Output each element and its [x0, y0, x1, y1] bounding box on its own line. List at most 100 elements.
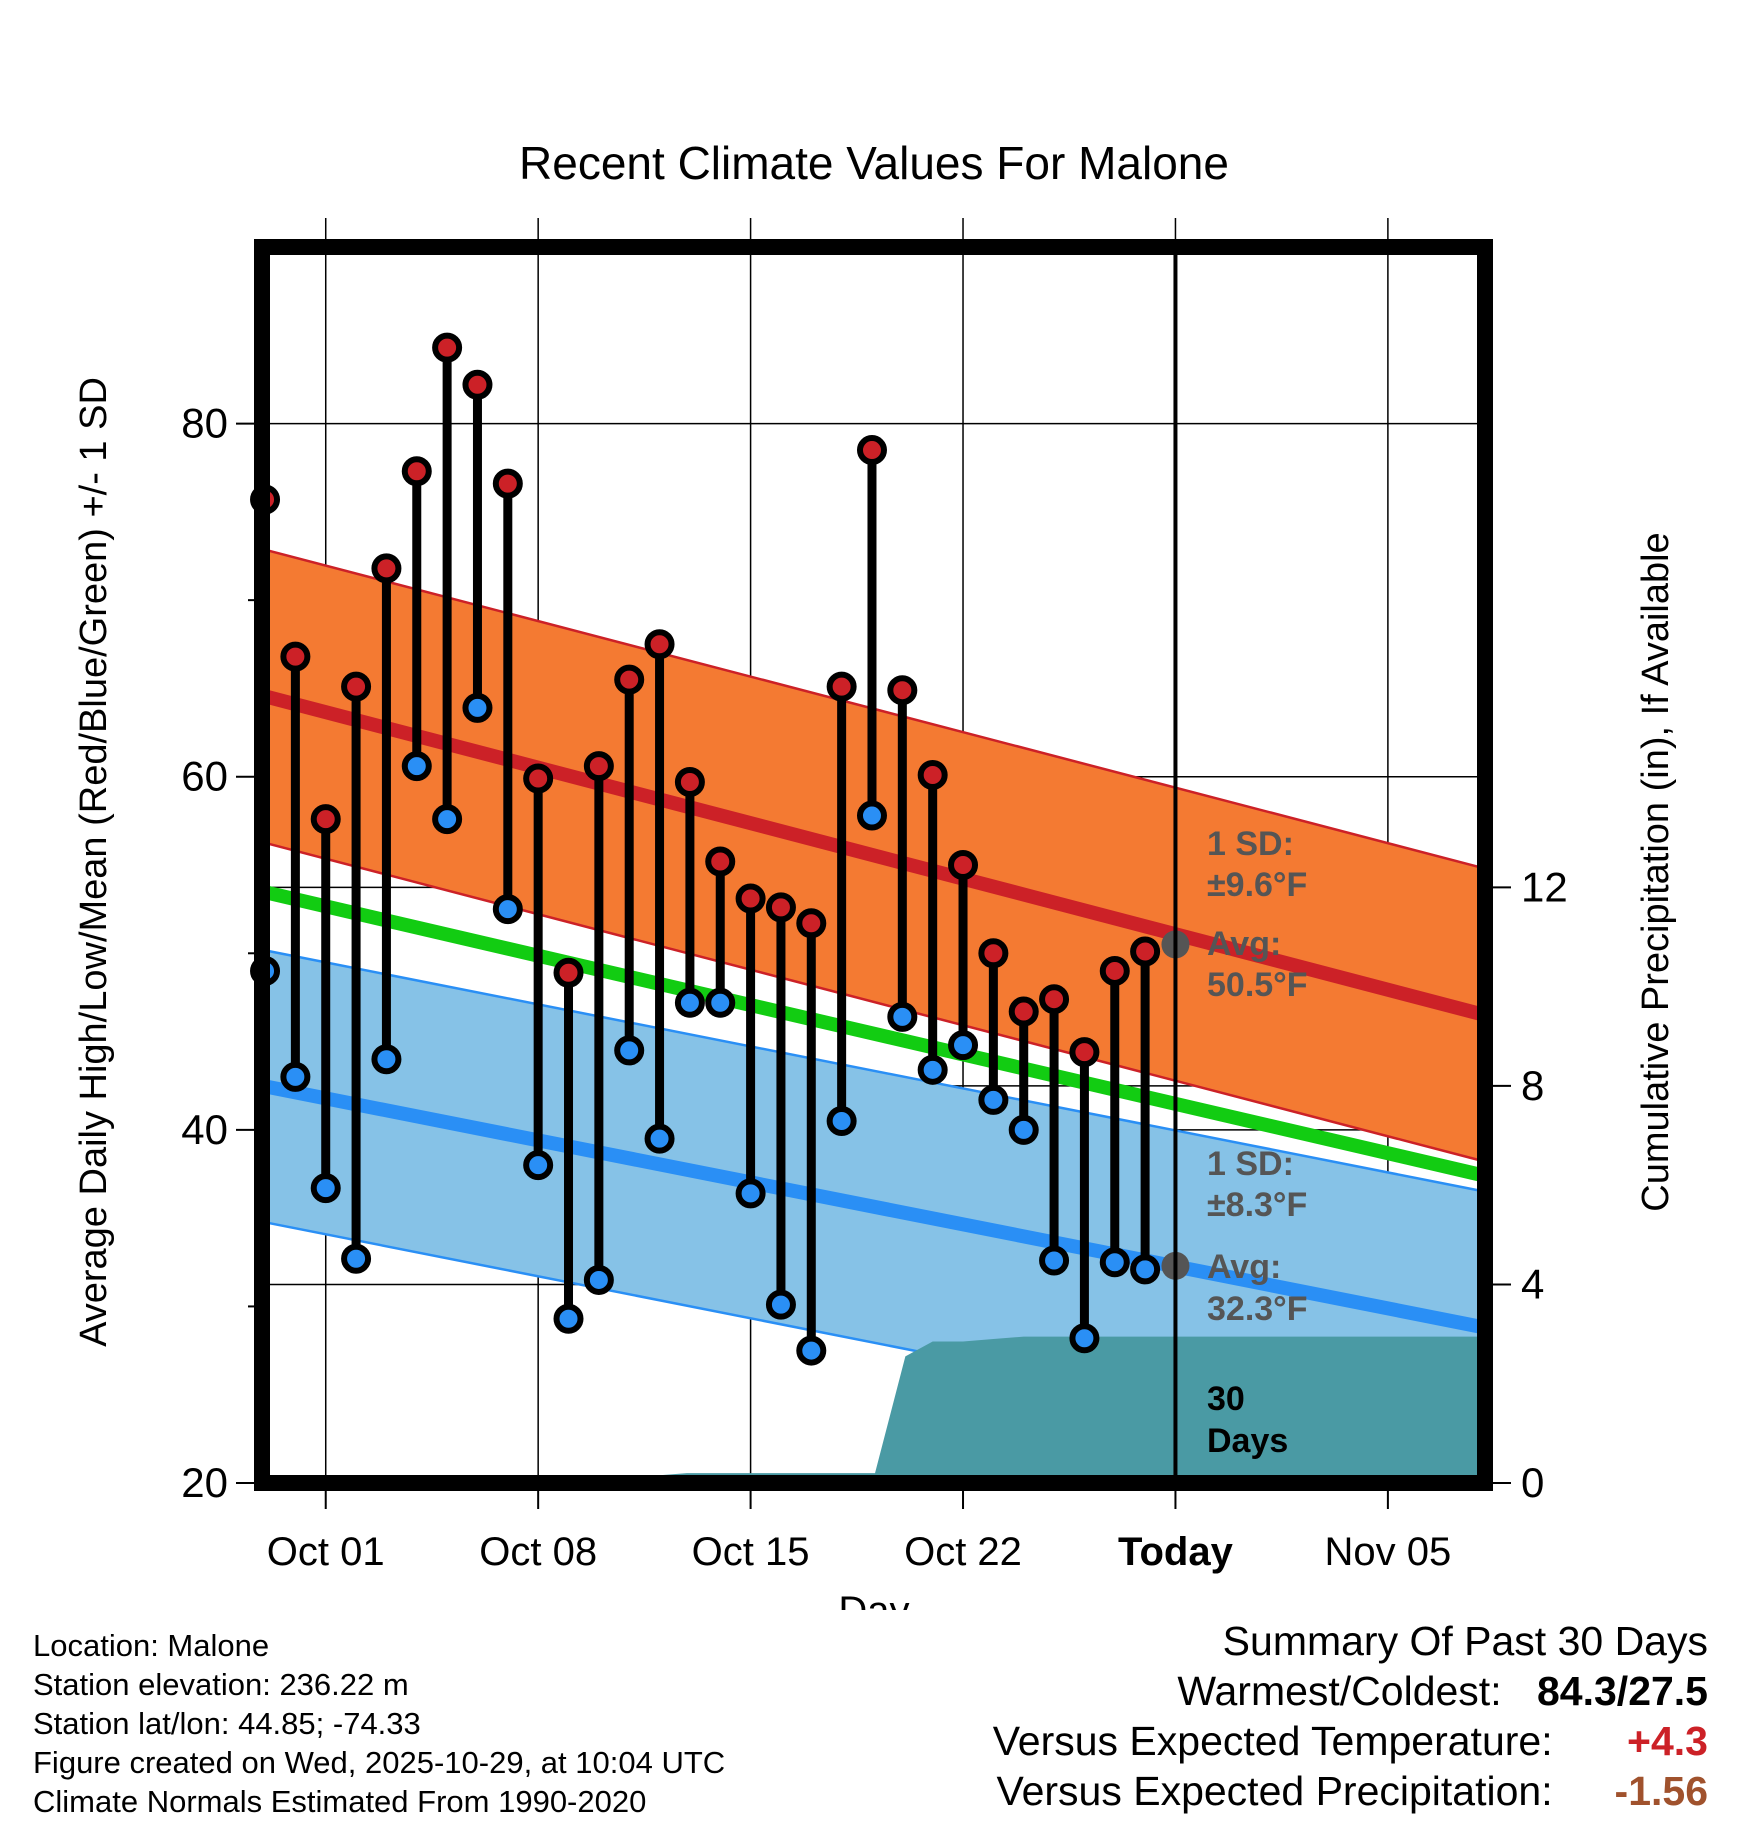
daily-low-marker [523, 1150, 554, 1181]
chart-title: Recent Climate Values For Malone [519, 137, 1229, 189]
y2-tick-label: 4 [1521, 1260, 1544, 1307]
daily-high-marker [401, 456, 432, 487]
y2-tick-label: 8 [1521, 1062, 1544, 1109]
cumulative-precipitation-area [262, 1336, 1485, 1483]
daily-low-marker [948, 1030, 979, 1061]
daily-high-marker [492, 468, 523, 499]
daily-high-marker [280, 641, 311, 672]
daily-low-marker [310, 1173, 341, 1204]
daily-low-marker [1039, 1245, 1070, 1276]
daily-low-marker [462, 692, 493, 723]
summary-title: Summary Of Past 30 Days [1222, 1618, 1708, 1664]
created-text: Figure created on Wed, 2025-10-29, at 10… [33, 1745, 726, 1780]
daily-high-marker [1099, 955, 1130, 986]
low-sd-value: ±8.3°F [1207, 1186, 1307, 1224]
climate-chart: Recent Climate Values For Malone 1 SD: ±… [73, 137, 1677, 1610]
daily-high-marker [644, 629, 675, 660]
x-tick-label: Oct 22 [904, 1530, 1022, 1574]
x-tick-label: Oct 15 [692, 1530, 810, 1574]
normal-mean-line [260, 884, 1487, 1183]
daily-low-marker [674, 987, 705, 1018]
high-sd-value: ±9.6°F [1207, 866, 1307, 904]
y2-axis-label: Cumulative Precipitation (in), If Availa… [1635, 532, 1677, 1211]
daily-high-marker [1069, 1037, 1100, 1068]
warmest-label: Warmest/Coldest: [1177, 1668, 1502, 1714]
daily-high-marker [917, 759, 948, 790]
daily-high-marker [614, 664, 645, 695]
y2-tick-label: 12 [1521, 863, 1568, 910]
y-axis-ticks: 20 40 60 80 [181, 400, 262, 1506]
high-avg-value: 50.5°F [1207, 966, 1308, 1004]
daily-low-marker [492, 894, 523, 925]
station-info: Location: Malone Station elevation: 236.… [33, 1626, 725, 1821]
daily-low-marker [432, 804, 463, 835]
y-tick-label: 20 [181, 1459, 228, 1506]
daily-high-marker [462, 369, 493, 400]
high-sd-band-lower-edge [261, 840, 1486, 1163]
elevation-text: Station elevation: 236.22 m [33, 1667, 409, 1702]
x-axis-ticks: Oct 01 Oct 08 Oct 15 Oct 22 Today Nov 05 [267, 1483, 1451, 1574]
daily-high-marker [887, 675, 918, 706]
summary-temp-row: Versus Expected Temperature: +4.3 [993, 1716, 1708, 1766]
x-tick-label: Oct 08 [479, 1530, 597, 1574]
daily-low-marker [765, 1289, 796, 1320]
daily-high-marker [948, 850, 979, 880]
summary-precip-row: Versus Expected Precipitation: -1.56 [993, 1766, 1709, 1816]
precipitation-area [262, 1336, 1485, 1483]
daily-high-marker [523, 763, 554, 794]
daily-low-marker [553, 1303, 584, 1334]
daily-low-marker [1008, 1114, 1039, 1145]
daily-low-marker [826, 1106, 857, 1137]
x-tick-label: Today [1118, 1530, 1234, 1574]
daily-high-marker [310, 804, 341, 835]
daily-high-marker [371, 553, 402, 584]
latlon-text: Station lat/lon: 44.85; -74.33 [33, 1706, 421, 1741]
daily-range-bars [250, 332, 1161, 1366]
normal-high-line [260, 688, 1487, 1022]
y-tick-label: 60 [181, 753, 228, 800]
plot-frame [254, 239, 1493, 1491]
location-text: Location: Malone [33, 1628, 270, 1663]
daily-high-marker [826, 671, 857, 702]
y-tick-label: 80 [181, 400, 228, 447]
daily-high-marker [674, 767, 705, 798]
low-sd-band-upper-edge [261, 948, 1486, 1193]
summary-panel: Summary Of Past 30 Days Warmest/Coldest:… [993, 1616, 1708, 1816]
temp-label: Versus Expected Temperature: [992, 1718, 1553, 1764]
x-axis-label: Day [838, 1589, 909, 1610]
normal-low-line [260, 1078, 1487, 1335]
daily-low-marker [1099, 1247, 1130, 1278]
daily-low-marker [341, 1243, 372, 1274]
daily-low-marker [887, 1001, 918, 1032]
daily-low-marker [917, 1054, 948, 1085]
daily-high-marker [553, 957, 584, 988]
high-sd-label: 1 SD: [1207, 825, 1294, 863]
daily-high-marker [735, 883, 766, 914]
daily-low-marker [796, 1335, 827, 1366]
daily-low-marker [280, 1061, 311, 1092]
low-sd-label: 1 SD: [1207, 1145, 1294, 1183]
x-tick-label: Nov 05 [1325, 1530, 1452, 1574]
y-axis-label: Average Daily High/Low/Mean (Red/Blue/Gr… [73, 377, 115, 1347]
y-tick-label: 40 [181, 1106, 228, 1153]
normal-lines [260, 688, 1487, 1335]
normals-text: Climate Normals Estimated From 1990-2020 [33, 1784, 647, 1819]
high-avg-label: Avg: [1207, 925, 1281, 963]
x-tick-label: Oct 01 [267, 1530, 385, 1574]
daily-high-marker [432, 332, 463, 363]
daily-low-marker [583, 1264, 614, 1295]
daily-high-marker [1130, 936, 1161, 967]
low-avg-label: Avg: [1207, 1248, 1281, 1286]
temp-value: +4.3 [1627, 1718, 1708, 1764]
warmest-value: 84.3/27.5 [1537, 1668, 1708, 1714]
summary-warmest-row: Warmest/Coldest: 84.3/27.5 [993, 1666, 1708, 1716]
daily-low-marker [1130, 1254, 1161, 1285]
y2-axis-ticks: 0 4 8 12 [1485, 863, 1568, 1506]
y2-tick-label: 0 [1521, 1459, 1544, 1506]
daily-low-marker [401, 751, 432, 782]
daily-high-marker [765, 892, 796, 923]
daily-low-marker [978, 1084, 1009, 1115]
daily-high-marker [856, 435, 887, 466]
annotations: 1 SD: ±9.6°F Avg: 50.5°F 1 SD: ±8.3°F Av… [1207, 825, 1308, 1460]
daily-high-marker [341, 671, 372, 702]
